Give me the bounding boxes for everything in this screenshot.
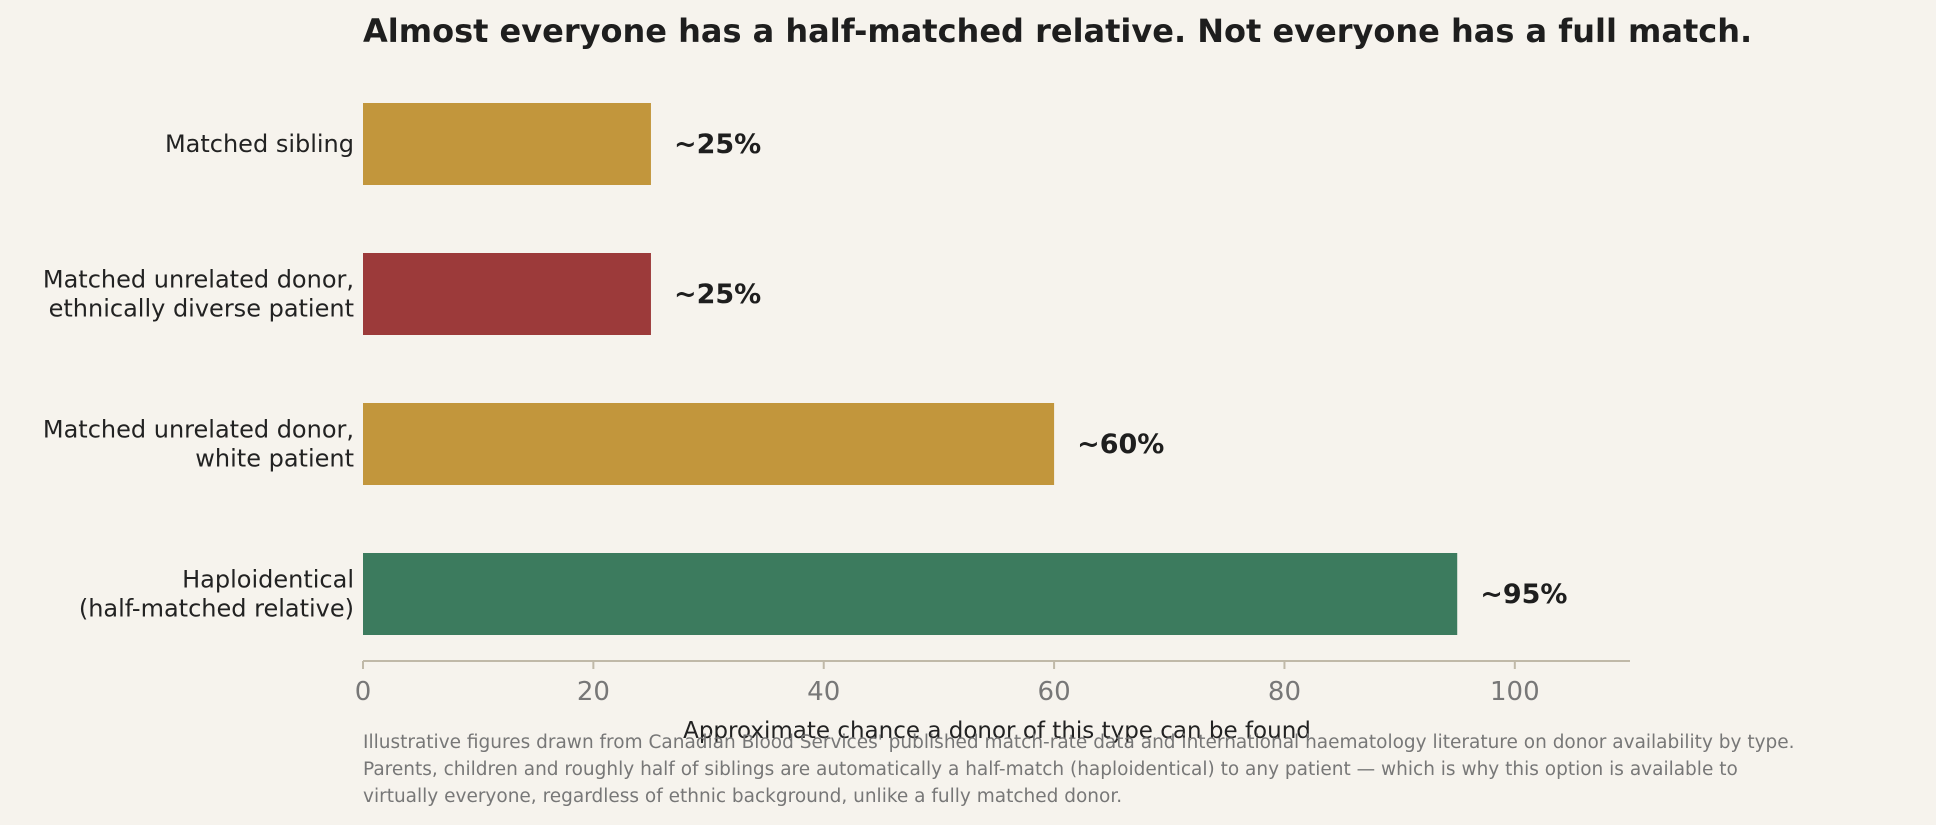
x-tick-label: 100	[1490, 677, 1540, 707]
x-axis-title: Approximate chance a donor of this type …	[683, 718, 1311, 744]
x-tick-label: 40	[807, 677, 840, 707]
category-label-line: Matched unrelated donor,	[43, 416, 354, 444]
footnote-line: virtually everyone, regardless of ethnic…	[363, 786, 1123, 807]
category-label-line: (half-matched relative)	[79, 595, 354, 623]
chart-title: Almost everyone has a half-matched relat…	[363, 12, 1753, 50]
footnote-line: Parents, children and roughly half of si…	[363, 759, 1738, 780]
bars-layer	[363, 103, 1458, 635]
category-label-line: ethnically diverse patient	[49, 295, 354, 323]
bar-value-label: ~25%	[674, 129, 761, 160]
category-label: Haploidentical (half-matched relative)	[79, 566, 354, 623]
category-label-line: white patient	[195, 445, 354, 473]
category-label-line: Haploidentical	[182, 566, 354, 594]
bar-value-label: ~60%	[1077, 429, 1164, 460]
bar	[363, 403, 1055, 485]
bar-value-label: ~95%	[1480, 579, 1567, 610]
category-label: Matched sibling	[165, 130, 354, 158]
labels-layer: ~25% Matched sibling ~25% Matched unrelated…	[43, 129, 1568, 623]
x-tick-label: 0	[355, 677, 372, 707]
x-tick-label: 60	[1038, 677, 1071, 707]
x-axis: 0 20 40 60 80 100	[355, 660, 1630, 707]
category-label-line: Matched unrelated donor,	[43, 266, 354, 294]
bar	[363, 103, 651, 185]
bar	[363, 553, 1458, 635]
footnote-line: Illustrative figures drawn from Canadian…	[363, 732, 1795, 753]
category-label: Matched unrelated donor, ethnically diver…	[43, 266, 354, 323]
x-tick-label: 20	[577, 677, 610, 707]
bar-value-label: ~25%	[674, 279, 761, 310]
x-tick-label: 80	[1268, 677, 1301, 707]
category-label-line: Matched sibling	[165, 130, 354, 158]
bar	[363, 253, 651, 335]
footnote: Illustrative figures drawn from Canadian…	[363, 729, 1923, 810]
category-label: Matched unrelated donor, white patient	[43, 416, 354, 473]
